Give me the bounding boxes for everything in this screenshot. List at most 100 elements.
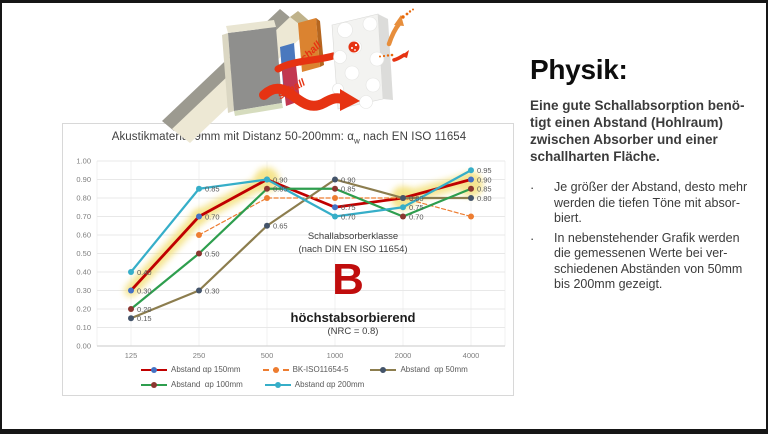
svg-text:0.20: 0.20: [137, 305, 152, 314]
bullet-line: schiedenen Abständen von 50mm: [554, 261, 743, 276]
bullet-line: werden die tiefen Töne mit absor-: [554, 195, 740, 210]
svg-text:0.70: 0.70: [409, 212, 424, 221]
svg-text:1000: 1000: [327, 351, 344, 360]
svg-text:0.30: 0.30: [76, 286, 91, 295]
legend-label: Abstand αp 50mm: [400, 365, 468, 374]
illustration-svg: schall schall: [162, 8, 414, 143]
bullet-line: Je größer der Abstand, desto mehr: [554, 180, 748, 194]
acoustic-panels-illustration: schall schall: [102, 3, 437, 148]
svg-text:0.85: 0.85: [477, 185, 492, 194]
series-line: [129, 178, 473, 320]
series-markers: [128, 167, 474, 322]
series-line: [129, 187, 473, 311]
svg-text:0.85: 0.85: [205, 185, 220, 194]
svg-text:0.95: 0.95: [477, 166, 492, 175]
chart-title-subscript: w: [353, 136, 360, 146]
svg-text:0.70: 0.70: [341, 212, 356, 221]
svg-text:0.80: 0.80: [477, 194, 492, 203]
bullet-line: die gemessenen Werte bei ver-: [554, 246, 728, 260]
svg-text:0.00: 0.00: [76, 342, 91, 351]
intro-line: schallharten Fläche.: [530, 149, 660, 164]
chart-legend: Abstand αp 150mm BK-ISO11654-5 Abstand αp …: [63, 362, 515, 392]
legend-item: Abstand αp 150mm: [141, 365, 241, 374]
legend-row-2: Abstand αp 100mm Abstand αp 200mm: [141, 377, 515, 392]
svg-text:0.85: 0.85: [341, 185, 356, 194]
svg-text:0.90: 0.90: [341, 175, 356, 184]
intro-line: zwischen Absorber und einer: [530, 132, 718, 147]
legend-item: Abstand αp 100mm: [141, 380, 243, 389]
bullet-marker: ·: [530, 230, 535, 246]
legend-item: Abstand αp 50mm: [370, 365, 468, 374]
svg-text:0.65: 0.65: [273, 222, 288, 231]
legend-swatch: [141, 381, 167, 388]
bullet-item: · In nebenstehender Grafik werden die ge…: [530, 231, 764, 293]
transmitted-arrow-right: [379, 50, 409, 62]
svg-text:1.00: 1.00: [76, 157, 91, 166]
legend-label: BK-ISO11654-5: [292, 365, 349, 374]
svg-text:500: 500: [261, 351, 274, 360]
svg-text:0.75: 0.75: [409, 203, 424, 212]
svg-text:0.80: 0.80: [409, 194, 424, 203]
legend-swatch: [370, 366, 397, 373]
data-point-labels: 0.400.300.200.150.850.700.500.300.900.85…: [137, 166, 492, 323]
svg-text:0.40: 0.40: [137, 268, 152, 277]
legend-item: Abstand αp 200mm: [264, 380, 365, 389]
chart-title-main: Akustikmaterial 9mm mit Distanz 50-200mm…: [111, 131, 354, 143]
chart-card: Akustikmaterial 9mm mit Distanz 50-200mm…: [62, 123, 514, 396]
y-axis-labels: 0.00 0.10 0.20 0.30 0.40 0.50 0.60 0.70 0.80 0.90…: [76, 157, 91, 351]
physics-panel: Physik: Eine gute Schallabsorption benö-…: [530, 55, 764, 297]
svg-text:0.90: 0.90: [273, 175, 288, 184]
svg-text:0.85: 0.85: [273, 185, 288, 194]
panel-intro: Eine gute Schallabsorption benö- tigt ei…: [530, 97, 764, 165]
gray-panel: [222, 20, 283, 116]
through-hole-arrow: [348, 41, 360, 53]
bullet-line: In nebenstehender Grafik werden: [554, 230, 740, 245]
svg-text:0.30: 0.30: [205, 286, 220, 295]
svg-text:0.50: 0.50: [205, 249, 220, 258]
svg-text:250: 250: [193, 351, 206, 360]
svg-text:0.70: 0.70: [76, 212, 91, 221]
svg-text:0.10: 0.10: [76, 323, 91, 332]
x-axis-labels: 125 250 500 1000 2000 4000: [125, 351, 480, 360]
bullet-text: Je größer der Abstand, desto mehr werden…: [554, 180, 747, 227]
svg-text:125: 125: [125, 351, 138, 360]
svg-text:0.50: 0.50: [76, 249, 91, 258]
svg-text:0.20: 0.20: [76, 305, 91, 314]
bullet-item: · Je größer der Abstand, desto mehr werd…: [530, 180, 764, 227]
transmitted-arrow-up: [386, 8, 414, 47]
line-chart: 0.00 0.10 0.20 0.30 0.40 0.50 0.60 0.70 0.80 0.90…: [76, 157, 506, 360]
panel-heading: Physik:: [530, 54, 628, 85]
series-line: [129, 169, 473, 274]
svg-text:4000: 4000: [463, 351, 480, 360]
legend-row-1: Abstand αp 150mm BK-ISO11654-5 Abstand αp …: [141, 362, 515, 377]
schall-arrow-lower: [259, 83, 360, 111]
svg-text:0.90: 0.90: [76, 175, 91, 184]
svg-text:0.60: 0.60: [76, 231, 91, 240]
intro-line: tigt einen Abstand (Hohlraum): [530, 115, 723, 130]
absorber-class-nrc: (NRC = 0.8): [327, 326, 379, 337]
svg-text:0.70: 0.70: [205, 212, 220, 221]
legend-label: Abstand αp 200mm: [294, 380, 365, 389]
svg-text:0.40: 0.40: [76, 268, 91, 277]
absorber-class-line1: Schallabsorberklasse: [307, 231, 399, 242]
svg-text:0.80: 0.80: [76, 194, 91, 203]
chart-title-tail: nach EN ISO 11654: [359, 131, 467, 143]
svg-text:2000: 2000: [395, 351, 412, 360]
legend-item: BK-ISO11654-5: [262, 365, 349, 374]
legend-swatch: [264, 381, 291, 388]
legend-label: Abstand αp 150mm: [171, 365, 241, 374]
legend-label: Abstand αp 100mm: [171, 380, 243, 389]
panel-bullets: · Je größer der Abstand, desto mehr werd…: [530, 180, 764, 293]
absorber-class-description: höchstabsorbierend: [290, 310, 416, 325]
bullet-line: bis 200mm gezeigt.: [554, 277, 663, 291]
svg-text:0.90: 0.90: [477, 175, 492, 184]
legend-swatch: [141, 366, 167, 373]
absorber-class-line2: (nach DIN EN ISO 11654): [298, 244, 408, 255]
absorber-class-letter: B: [332, 255, 364, 304]
svg-text:0.30: 0.30: [137, 286, 152, 295]
svg-text:0.75: 0.75: [341, 203, 356, 212]
chart-title: Akustikmaterial 9mm mit Distanz 50-200mm…: [83, 131, 495, 145]
intro-line: Eine gute Schallabsorption benö-: [530, 98, 745, 113]
svg-text:0.15: 0.15: [137, 314, 152, 323]
